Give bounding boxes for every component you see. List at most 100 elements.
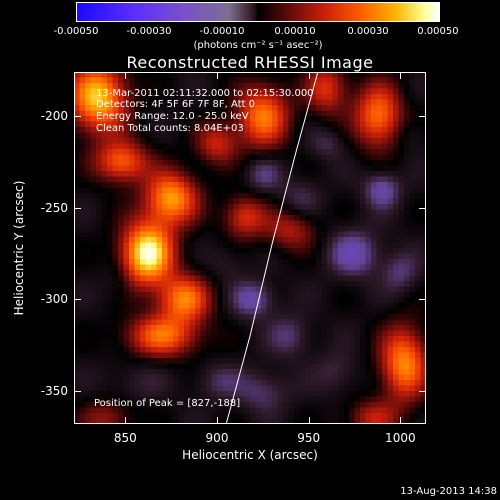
heatmap-cell xyxy=(305,182,312,189)
heatmap-cell xyxy=(244,209,251,216)
heatmap-cell xyxy=(140,347,147,354)
x-tick-mark xyxy=(125,417,127,424)
heatmap-cell xyxy=(74,413,81,420)
heatmap-cell xyxy=(376,413,383,420)
heatmap-cell xyxy=(123,308,130,315)
heatmap-cell xyxy=(233,143,240,150)
heatmap-cell xyxy=(250,292,257,299)
heatmap-cell xyxy=(162,154,169,161)
heatmap-cell xyxy=(266,121,273,128)
heatmap-cell xyxy=(200,138,207,145)
heatmap-cell xyxy=(118,215,125,222)
heatmap-cell xyxy=(415,385,422,392)
heatmap-cell xyxy=(156,270,163,277)
heatmap-cell xyxy=(327,204,334,211)
heatmap-cell xyxy=(173,413,180,420)
heatmap-cell xyxy=(310,215,317,222)
heatmap-cell xyxy=(360,182,367,189)
heatmap-cell xyxy=(85,347,92,354)
heatmap-cell xyxy=(244,413,251,420)
heatmap-cell xyxy=(354,105,361,112)
heatmap-cell xyxy=(200,127,207,134)
heatmap-cell xyxy=(382,396,389,403)
heatmap-cell xyxy=(316,297,323,304)
heatmap-cell xyxy=(178,385,185,392)
heatmap-cell xyxy=(222,83,229,90)
heatmap-cell xyxy=(239,314,246,321)
heatmap-cell xyxy=(239,187,246,194)
heatmap-cell xyxy=(294,198,301,205)
info-detectors: Detectors: 4F 5F 6F 7F 8F, Att 0 xyxy=(96,99,256,110)
heatmap-cell xyxy=(239,407,246,414)
heatmap-cell xyxy=(90,325,97,332)
heatmap-cell xyxy=(107,209,114,216)
heatmap-cell xyxy=(107,330,114,337)
heatmap-cell xyxy=(371,193,378,200)
heatmap-cell xyxy=(327,176,334,183)
heatmap-cell xyxy=(415,407,422,414)
heatmap-cell xyxy=(299,121,306,128)
heatmap-cell xyxy=(404,275,411,282)
heatmap-cell xyxy=(134,110,141,117)
heatmap-cell xyxy=(90,121,97,128)
heatmap-cell xyxy=(145,77,152,84)
heatmap-cell xyxy=(140,182,147,189)
heatmap-cell xyxy=(85,165,92,172)
heatmap-cell xyxy=(354,325,361,332)
heatmap-cell xyxy=(283,138,290,145)
heatmap-cell xyxy=(217,176,224,183)
heatmap-cell xyxy=(195,286,202,293)
heatmap-cell xyxy=(349,226,356,233)
heatmap-cell xyxy=(305,418,312,424)
heatmap-cell xyxy=(393,336,400,343)
heatmap-cell xyxy=(354,352,361,359)
heatmap-cell xyxy=(321,396,328,403)
heatmap-cell xyxy=(74,220,81,227)
heatmap-cell xyxy=(376,171,383,178)
heatmap-cell xyxy=(96,187,103,194)
heatmap-cell xyxy=(310,264,317,271)
heatmap-cell xyxy=(233,220,240,227)
heatmap-cell xyxy=(305,325,312,332)
heatmap-cell xyxy=(343,187,350,194)
heatmap-cell xyxy=(277,138,284,145)
heatmap-cell xyxy=(145,242,152,249)
heatmap-cell xyxy=(162,264,169,271)
heatmap-cell xyxy=(233,352,240,359)
heatmap-cell xyxy=(162,143,169,150)
heatmap-cell xyxy=(272,105,279,112)
heatmap-cell xyxy=(354,391,361,398)
heatmap-cell xyxy=(349,231,356,238)
heatmap-cell xyxy=(393,143,400,150)
heatmap-cell xyxy=(79,160,86,167)
heatmap-cell xyxy=(316,193,323,200)
heatmap-cell xyxy=(85,402,92,409)
heatmap-cell xyxy=(239,193,246,200)
heatmap-cell xyxy=(233,171,240,178)
heatmap-cell xyxy=(118,154,125,161)
heatmap-cell xyxy=(129,363,136,370)
heatmap-cell xyxy=(365,292,372,299)
heatmap-cell xyxy=(338,154,345,161)
heatmap-cell xyxy=(409,330,416,337)
heatmap-cell xyxy=(123,347,130,354)
heatmap-cell xyxy=(316,182,323,189)
heatmap-cell xyxy=(255,165,262,172)
heatmap-cell xyxy=(206,297,213,304)
heatmap-cell xyxy=(151,242,158,249)
heatmap-cell xyxy=(101,314,108,321)
heatmap-cell xyxy=(90,209,97,216)
heatmap-cell xyxy=(376,292,383,299)
heatmap-cell xyxy=(222,402,229,409)
heatmap-cell xyxy=(134,138,141,145)
heatmap-cell xyxy=(393,204,400,211)
heatmap-cell xyxy=(261,77,268,84)
heatmap-cell xyxy=(371,226,378,233)
heatmap-cell xyxy=(398,292,405,299)
heatmap-cell xyxy=(118,94,125,101)
colorbar-tick-label: -0.00030 xyxy=(126,26,172,37)
heatmap-cell xyxy=(382,281,389,288)
heatmap-cell xyxy=(398,72,405,79)
heatmap-cell xyxy=(272,286,279,293)
heatmap-cell xyxy=(409,242,416,249)
